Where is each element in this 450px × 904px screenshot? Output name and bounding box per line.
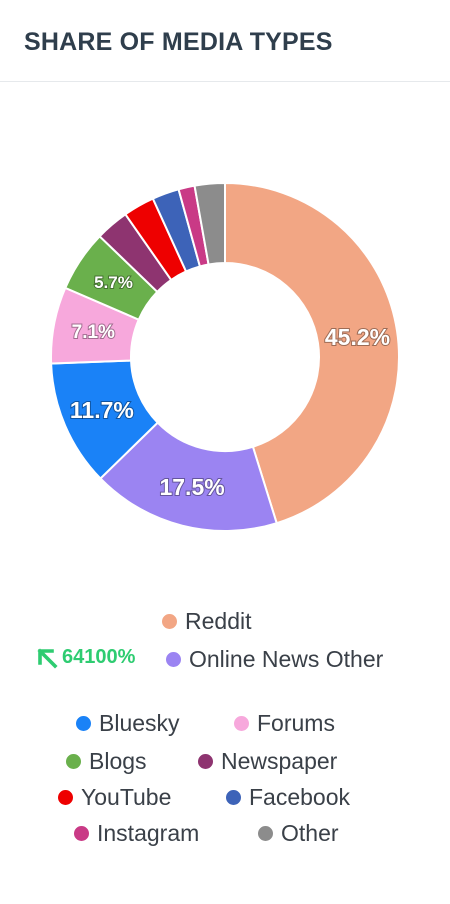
legend-label: Facebook bbox=[249, 784, 351, 810]
chart-title: SHARE OF MEDIA TYPES bbox=[24, 28, 333, 56]
legend-label: Online News Other bbox=[189, 646, 384, 672]
legend-swatch bbox=[76, 716, 91, 731]
legend-item-bluesky[interactable]: Bluesky bbox=[76, 710, 180, 737]
legend-item-facebook[interactable]: Facebook bbox=[226, 784, 350, 811]
legend-label: Forums bbox=[257, 710, 335, 736]
legend-swatch bbox=[74, 826, 89, 841]
arrow-up-left-icon bbox=[37, 647, 58, 669]
legend-item-online-news-other[interactable]: Online News Other bbox=[166, 646, 383, 673]
legend-item-instagram[interactable]: Instagram bbox=[74, 820, 199, 847]
data-label-bluesky: 11.7% bbox=[70, 397, 134, 423]
legend-swatch bbox=[258, 826, 273, 841]
legend-label: Instagram bbox=[97, 820, 200, 846]
legend-swatch bbox=[234, 716, 249, 731]
trend-indicator: 64100% bbox=[36, 646, 135, 669]
data-label-reddit: 45.2% bbox=[325, 324, 390, 350]
data-label-blogs: 5.7% bbox=[94, 273, 133, 292]
legend-label: Bluesky bbox=[99, 710, 180, 736]
data-label-forums: 7.1% bbox=[72, 322, 115, 343]
legend-item-newspaper[interactable]: Newspaper bbox=[198, 748, 337, 775]
card-header: SHARE OF MEDIA TYPES bbox=[0, 0, 450, 82]
legend-label: Reddit bbox=[185, 608, 252, 634]
legend-item-reddit[interactable]: Reddit bbox=[162, 608, 251, 635]
legend-item-blogs[interactable]: Blogs bbox=[66, 748, 147, 775]
slice-other[interactable] bbox=[193, 181, 226, 266]
slice-reddit[interactable] bbox=[224, 181, 400, 525]
legend-item-forums[interactable]: Forums bbox=[234, 710, 335, 737]
legend-swatch bbox=[58, 790, 73, 805]
legend-swatch bbox=[166, 652, 181, 667]
donut-chart: 45.2% 17.5% 11.7% 7.1% 5.7% bbox=[50, 181, 400, 532]
legend-label: Other bbox=[281, 820, 339, 846]
legend-label: Blogs bbox=[89, 748, 147, 774]
legend-swatch bbox=[198, 754, 213, 769]
trend-value: 64100% bbox=[62, 646, 136, 668]
legend-swatch bbox=[162, 614, 177, 629]
legend-label: YouTube bbox=[81, 784, 172, 810]
legend-item-other[interactable]: Other bbox=[258, 820, 339, 847]
data-label-online-news-other: 17.5% bbox=[159, 474, 224, 500]
legend-label: Newspaper bbox=[221, 748, 338, 774]
legend-swatch bbox=[226, 790, 241, 805]
legend-swatch bbox=[66, 754, 81, 769]
legend-item-youtube[interactable]: YouTube bbox=[58, 784, 171, 811]
slice-online-news-other[interactable] bbox=[99, 421, 278, 532]
